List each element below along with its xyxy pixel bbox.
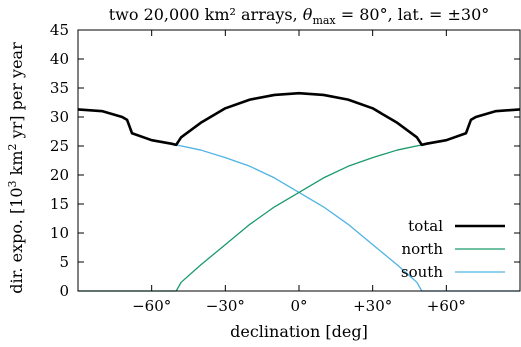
tick-labels: 0 5 10 15 20 25 30 35 40 45 −60° −30° 0° +30° +60° <box>50 21 466 315</box>
legend-label-north: north <box>401 240 443 258</box>
x-tick-label: +60° <box>427 297 466 315</box>
y-tick-label: 25 <box>50 137 69 155</box>
x-tick-label: 0° <box>290 297 307 315</box>
y-tick-label: 5 <box>59 253 69 271</box>
plot-frame <box>77 29 521 292</box>
legend-label-south: south <box>401 263 443 281</box>
y-tick-label: 35 <box>50 79 69 97</box>
y-tick-label: 30 <box>50 108 69 126</box>
y-tick-label: 20 <box>50 166 69 184</box>
x-tick-label: +30° <box>353 297 392 315</box>
chart-title: two 20,000 km² arrays, θmax = 80°, lat. … <box>109 5 490 27</box>
y-tick-label: 40 <box>50 50 69 68</box>
x-tick-label: −60° <box>132 297 171 315</box>
y-tick-label: 0 <box>59 282 69 300</box>
x-tick-label: −30° <box>206 297 245 315</box>
legend: total north south <box>401 217 505 281</box>
x-axis-label: declination [deg] <box>230 322 368 341</box>
y-axis-label: dir. expo. [103 km2 yr] per year <box>6 42 26 294</box>
y-tick-label: 45 <box>50 21 69 39</box>
y-tick-label: 15 <box>50 195 69 213</box>
series-line-total <box>77 91 521 147</box>
legend-label-total: total <box>408 217 443 235</box>
y-tick-label: 10 <box>50 224 69 242</box>
